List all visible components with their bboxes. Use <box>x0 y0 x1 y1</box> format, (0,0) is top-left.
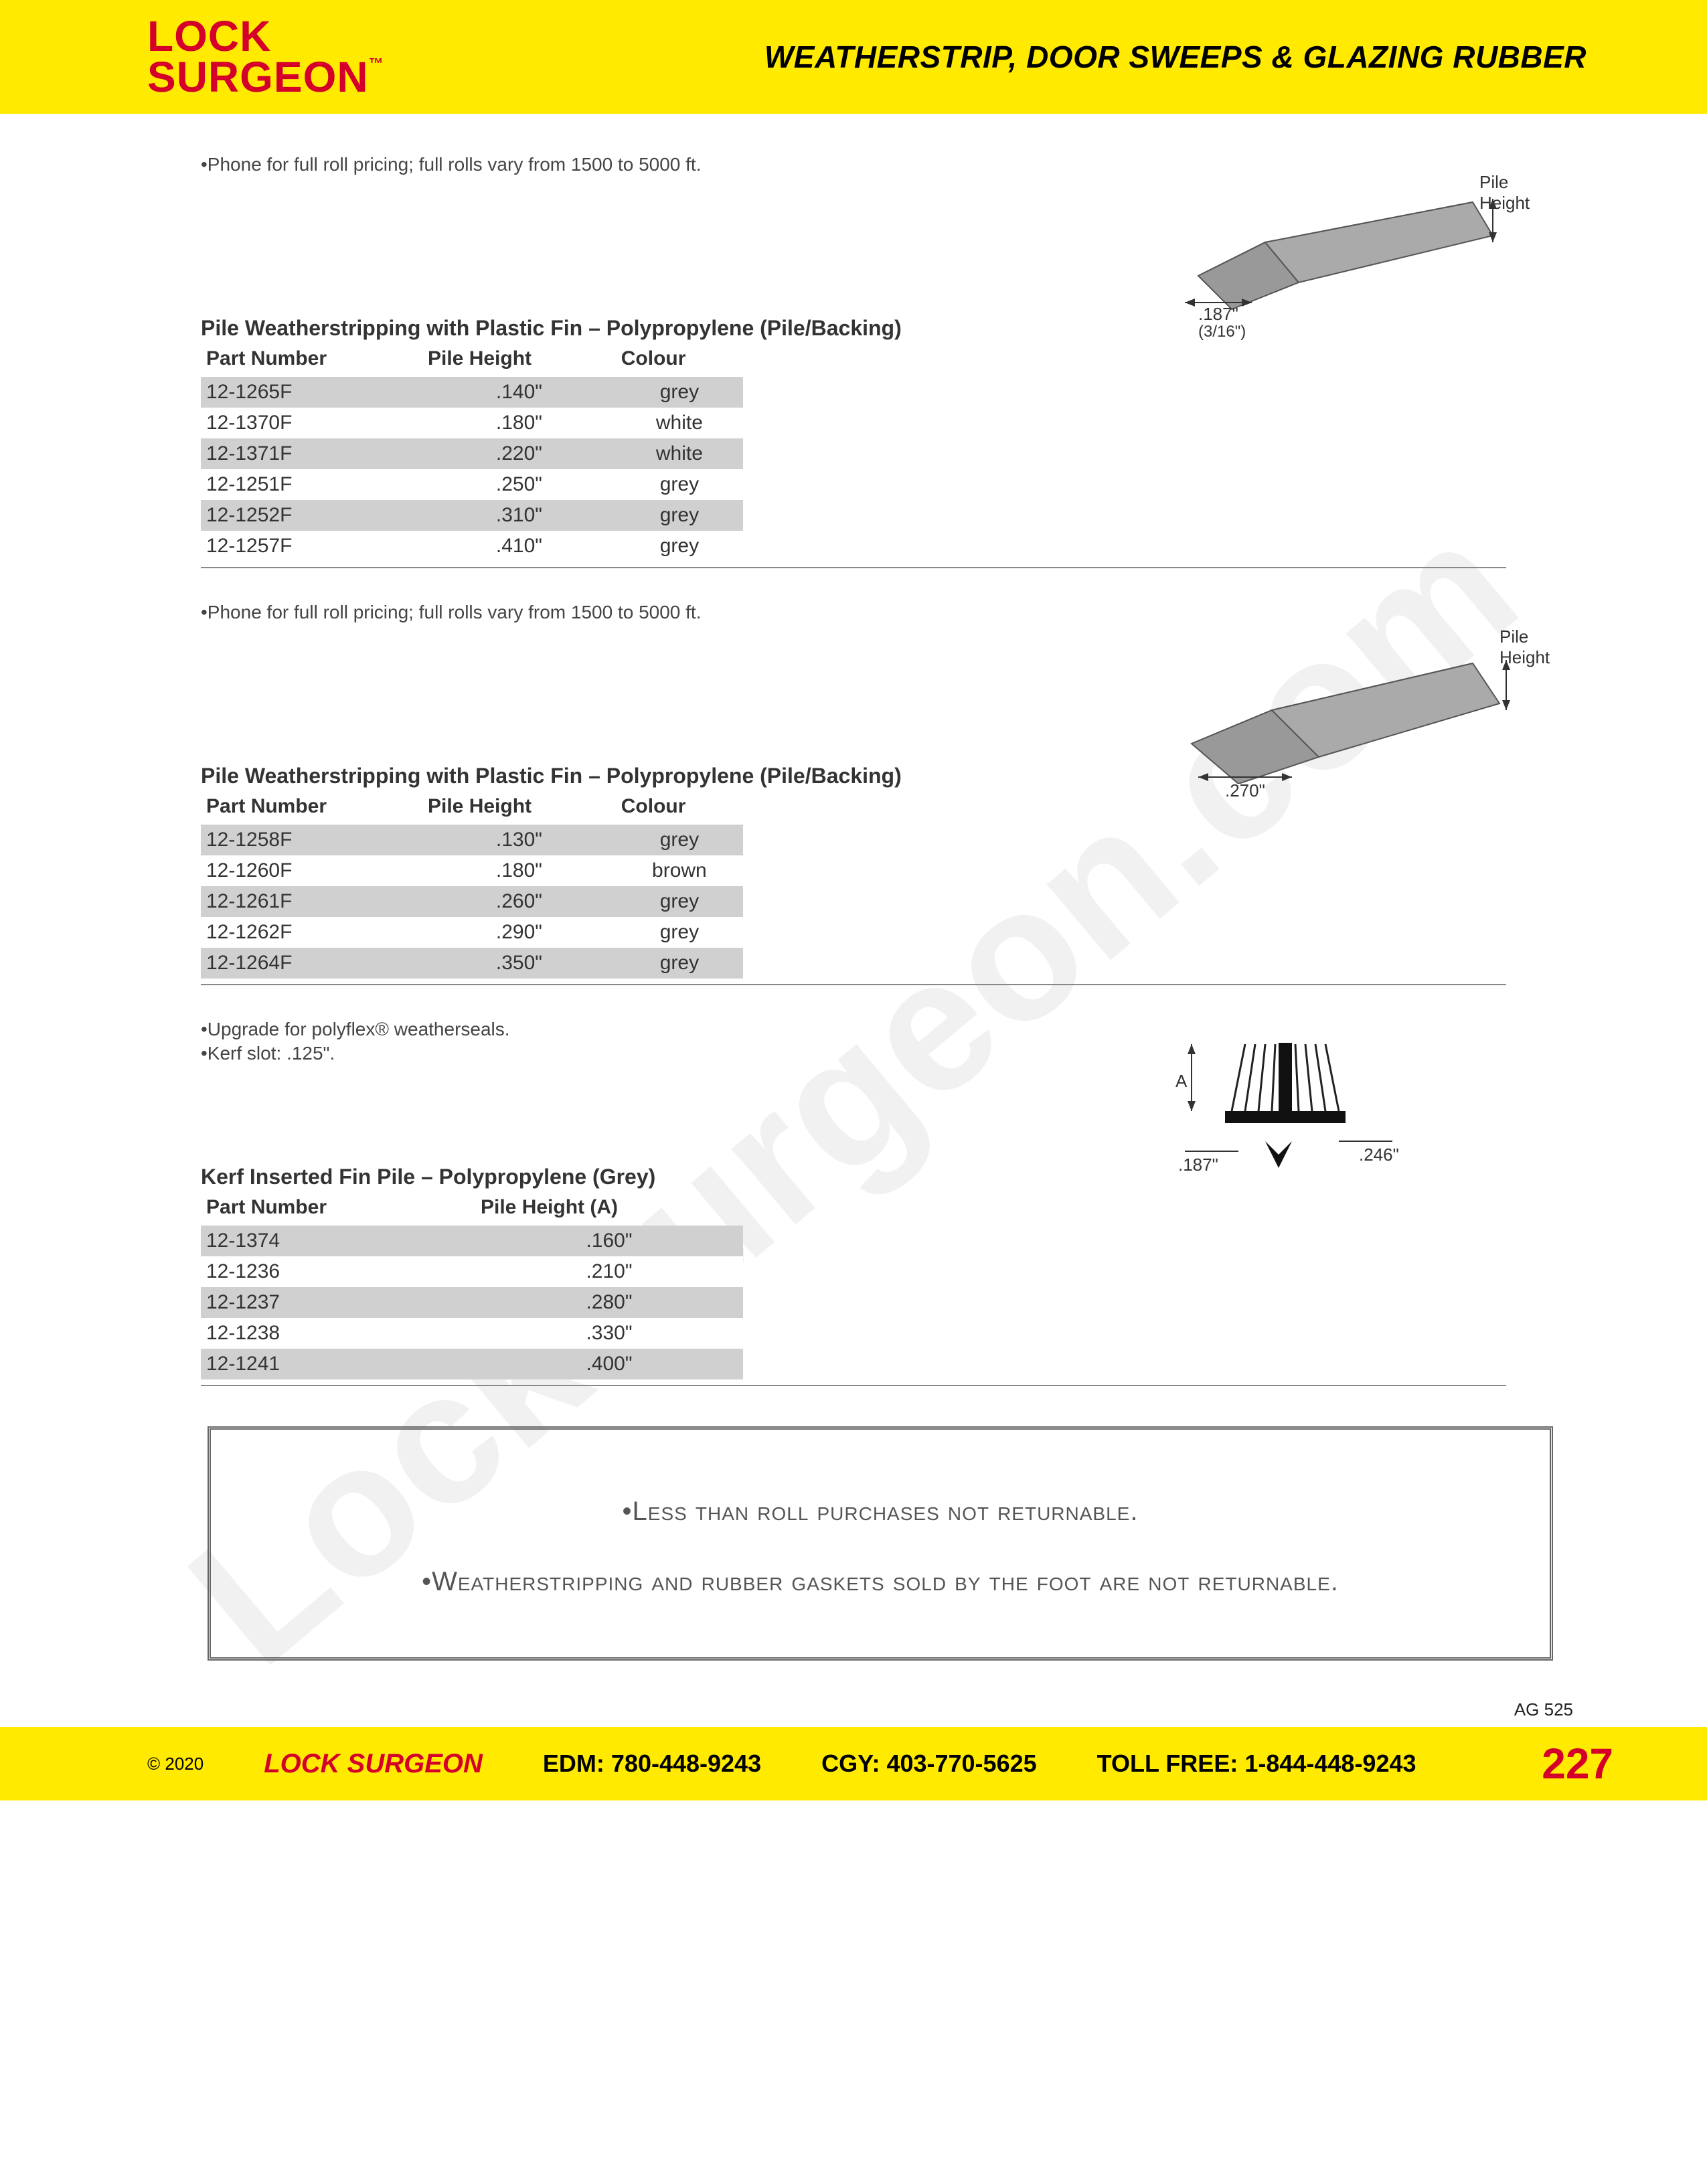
section-divider <box>201 567 1506 568</box>
table-header-row: Part Number Pile Height Colour <box>201 792 743 825</box>
pile-diagram-1-icon <box>1158 162 1533 316</box>
diagram2-height-label: Pile Height <box>1499 626 1550 668</box>
section-divider <box>201 1385 1506 1386</box>
header-bar: LOCK SURGEON™ WEATHERSTRIP, DOOR SWEEPS … <box>0 0 1707 114</box>
col-part-number: Part Number <box>201 792 422 825</box>
section1-title: Pile Weatherstripping with Plastic Fin –… <box>201 316 1560 341</box>
section1-table: Part Number Pile Height Colour 12-1265F.… <box>201 345 743 562</box>
section3-diagram: A .187" .246" <box>1145 1037 1426 1185</box>
section1: .187" (3/16") Pile Height Pile Weatherst… <box>201 316 1560 568</box>
section2-table: Part Number Pile Height Colour 12-1258F.… <box>201 792 743 979</box>
logo-line-2: SURGEON™ <box>147 57 384 98</box>
table-row: 12-1237.280" <box>201 1287 743 1318</box>
col-pile-height: Pile Height <box>422 345 616 377</box>
table-row: 12-1264F.350"grey <box>201 948 743 979</box>
diagram1-width-label: .187" <box>1198 304 1238 325</box>
footer-copyright: © 2020 <box>147 1754 204 1774</box>
diagram2-width-label: .270" <box>1225 780 1265 801</box>
pile-diagram-2-icon <box>1158 630 1533 784</box>
col-part-number: Part Number <box>201 345 422 377</box>
diagram3-right-dim: .246" <box>1359 1145 1399 1165</box>
table-row: 12-1262F.290"grey <box>201 917 743 948</box>
table-header-row: Part Number Pile Height (A) <box>201 1193 743 1226</box>
footer-phone-cgy: CGY: 403-770-5625 <box>821 1750 1037 1778</box>
col-colour: Colour <box>616 792 743 825</box>
table-header-row: Part Number Pile Height Colour <box>201 345 743 377</box>
page-title: WEATHERSTRIP, DOOR SWEEPS & GLAZING RUBB… <box>764 39 1587 75</box>
diagram1-width-sub: (3/16") <box>1198 323 1246 341</box>
footer-phone-edm: EDM: 780-448-9243 <box>543 1750 761 1778</box>
footer-brand: LOCK SURGEON <box>264 1749 483 1779</box>
notice-line-1: •Less than roll purchases not returnable… <box>251 1497 1510 1527</box>
col-part-number: Part Number <box>201 1193 475 1226</box>
logo-text: SURGEON <box>147 53 369 101</box>
table-row: 12-1371F.220"white <box>201 438 743 469</box>
footer-phone-tollfree: TOLL FREE: 1-844-448-9243 <box>1097 1750 1416 1778</box>
brand-logo: LOCK SURGEON™ <box>147 16 384 98</box>
col-pile-height-a: Pile Height (A) <box>475 1193 743 1226</box>
logo-line-1: LOCK <box>147 16 384 57</box>
section2-diagram: .270" Pile Height <box>1158 630 1533 784</box>
diagram1-height-label: Pile Height <box>1479 172 1533 214</box>
section2: .270" Pile Height Pile Weatherstripping … <box>201 764 1560 985</box>
table-row: 12-1265F.140"grey <box>201 377 743 408</box>
col-pile-height: Pile Height <box>422 792 616 825</box>
section-divider <box>201 984 1506 985</box>
col-colour: Colour <box>616 345 743 377</box>
table-row: 12-1238.330" <box>201 1318 743 1349</box>
table-row: 12-1251F.250"grey <box>201 469 743 500</box>
table-row: 12-1258F.130"grey <box>201 825 743 855</box>
section2-note: •Phone for full roll pricing; full rolls… <box>201 602 1560 623</box>
footer-bar: © 2020 LOCK SURGEON EDM: 780-448-9243 CG… <box>0 1727 1707 1800</box>
table-row: 12-1370F.180"white <box>201 408 743 438</box>
diagram3-a-label: A <box>1175 1071 1187 1092</box>
table-row: 12-1257F.410"grey <box>201 531 743 562</box>
catalog-page: LockSurgeon.com LOCK SURGEON™ WEATHERSTR… <box>0 0 1707 2184</box>
content-area: •Phone for full roll pricing; full rolls… <box>0 114 1707 1694</box>
section1-diagram: .187" (3/16") Pile Height <box>1158 162 1533 316</box>
notice-line-2: •Weatherstripping and rubber gaskets sol… <box>251 1567 1510 1597</box>
table-row: 12-1260F.180"brown <box>201 855 743 886</box>
table-row: 12-1374.160" <box>201 1226 743 1256</box>
table-row: 12-1252F.310"grey <box>201 500 743 531</box>
table-row: 12-1261F.260"grey <box>201 886 743 917</box>
ag-code: AG 525 <box>0 1694 1707 1727</box>
table-row: 12-1241.400" <box>201 1349 743 1379</box>
table-row: 12-1236.210" <box>201 1256 743 1287</box>
section3-table: Part Number Pile Height (A) 12-1374.160"… <box>201 1193 743 1379</box>
footer-page-number: 227 <box>1542 1739 1613 1788</box>
notice-box: •Less than roll purchases not returnable… <box>208 1426 1553 1661</box>
trademark-symbol: ™ <box>369 55 384 72</box>
section3: A .187" .246" Kerf Inserted Fin Pile – P… <box>201 1165 1560 1386</box>
diagram3-left-dim: .187" <box>1178 1155 1218 1175</box>
